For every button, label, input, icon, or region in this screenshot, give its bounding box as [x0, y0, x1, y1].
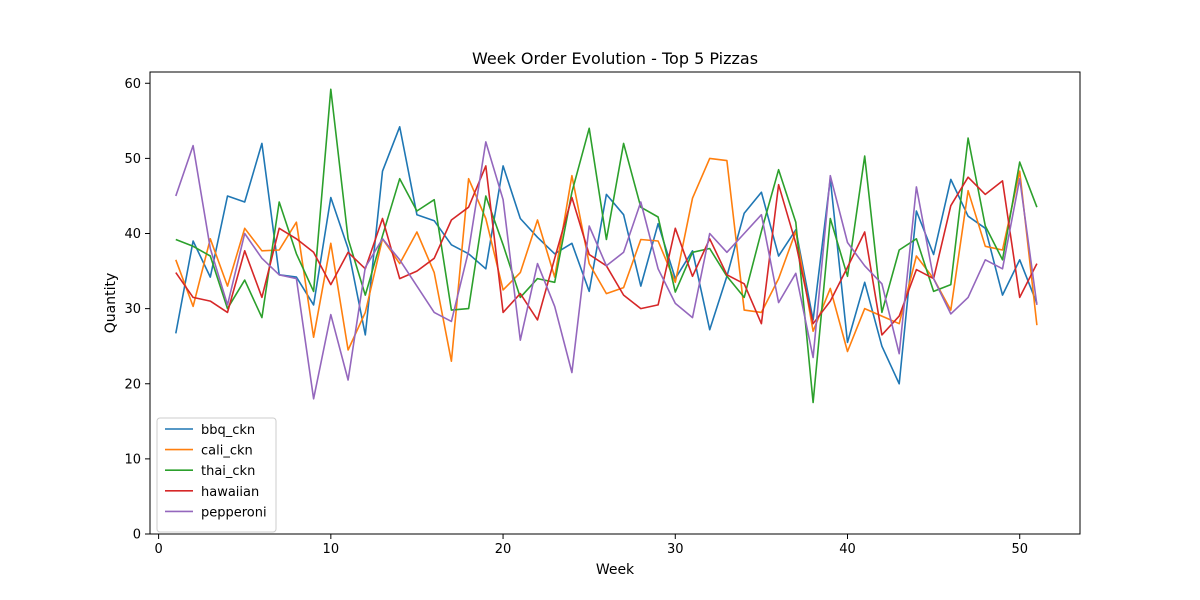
x-tick-label: 0	[154, 542, 162, 557]
y-tick-label: 30	[124, 302, 141, 317]
x-tick-label: 40	[839, 542, 856, 557]
legend-label: cali_ckn	[201, 444, 253, 459]
legend-label: bbq_ckn	[201, 423, 255, 438]
x-axis-ticks: 0 10 20 30 40 50	[154, 534, 1028, 557]
y-tick-label: 60	[124, 77, 141, 92]
x-tick-label: 20	[495, 542, 512, 557]
legend-label: pepperoni	[201, 505, 267, 520]
series-line-pepperoni	[175, 141, 1038, 400]
series-layer	[175, 88, 1038, 404]
x-tick-label: 10	[323, 542, 340, 557]
chart-title: Week Order Evolution - Top 5 Pizzas	[472, 49, 758, 68]
x-tick-label: 50	[1011, 542, 1028, 557]
y-tick-label: 0	[133, 528, 141, 543]
y-axis-ticks: 0 10 20 30 40 50 60	[124, 77, 150, 543]
x-axis-label: Week	[596, 562, 635, 578]
y-axis-label: Quantity	[103, 273, 119, 334]
y-tick-label: 10	[124, 452, 141, 467]
legend-label: thai_ckn	[201, 464, 255, 479]
y-tick-label: 20	[124, 377, 141, 392]
y-tick-label: 40	[124, 227, 141, 242]
legend: bbq_ckn cali_ckn thai_ckn hawaiian pepperoni	[156, 417, 277, 533]
series-line-thai-ckn	[175, 88, 1038, 404]
y-tick-label: 50	[124, 152, 141, 167]
plot-frame	[149, 71, 1081, 535]
x-tick-label: 30	[667, 542, 684, 557]
series-line-cali-ckn	[175, 157, 1038, 363]
legend-box	[156, 417, 277, 533]
series-line-bbq-ckn	[175, 126, 1038, 385]
legend-label: hawaiian	[201, 485, 259, 500]
